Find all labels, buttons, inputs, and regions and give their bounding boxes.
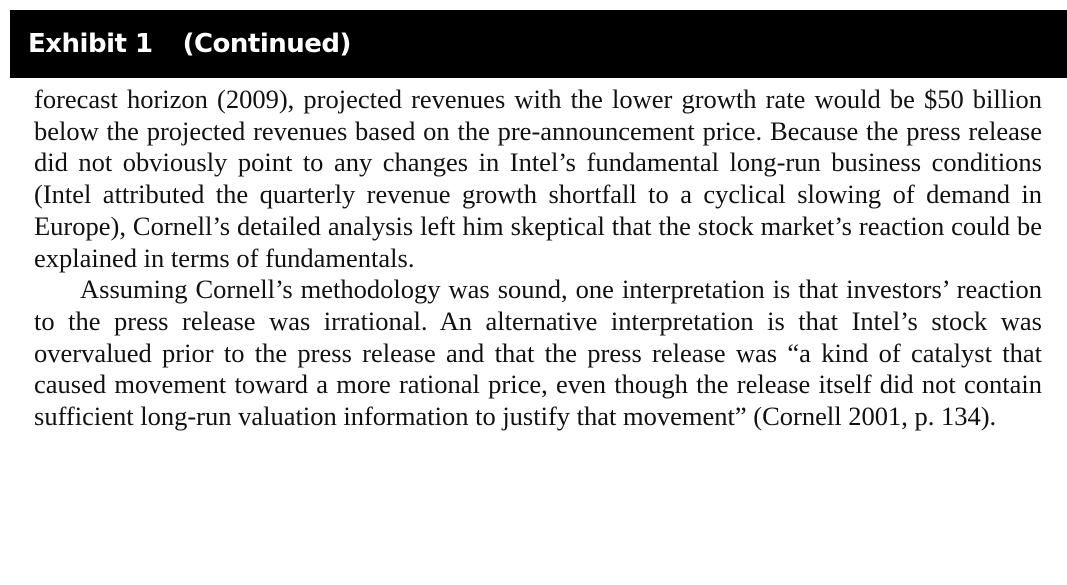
exhibit-title: Exhibit 1 — [28, 29, 153, 59]
exhibit-body-text: forecast horizon (2009), projected reven… — [34, 84, 1042, 433]
exhibit-header-bar: Exhibit 1 (Continued) — [10, 10, 1067, 78]
body-paragraph-2: Assuming Cornell’s methodology was sound… — [34, 274, 1042, 432]
exhibit-subtitle: (Continued) — [182, 29, 352, 59]
body-paragraph-1: forecast horizon (2009), projected reven… — [34, 84, 1042, 273]
